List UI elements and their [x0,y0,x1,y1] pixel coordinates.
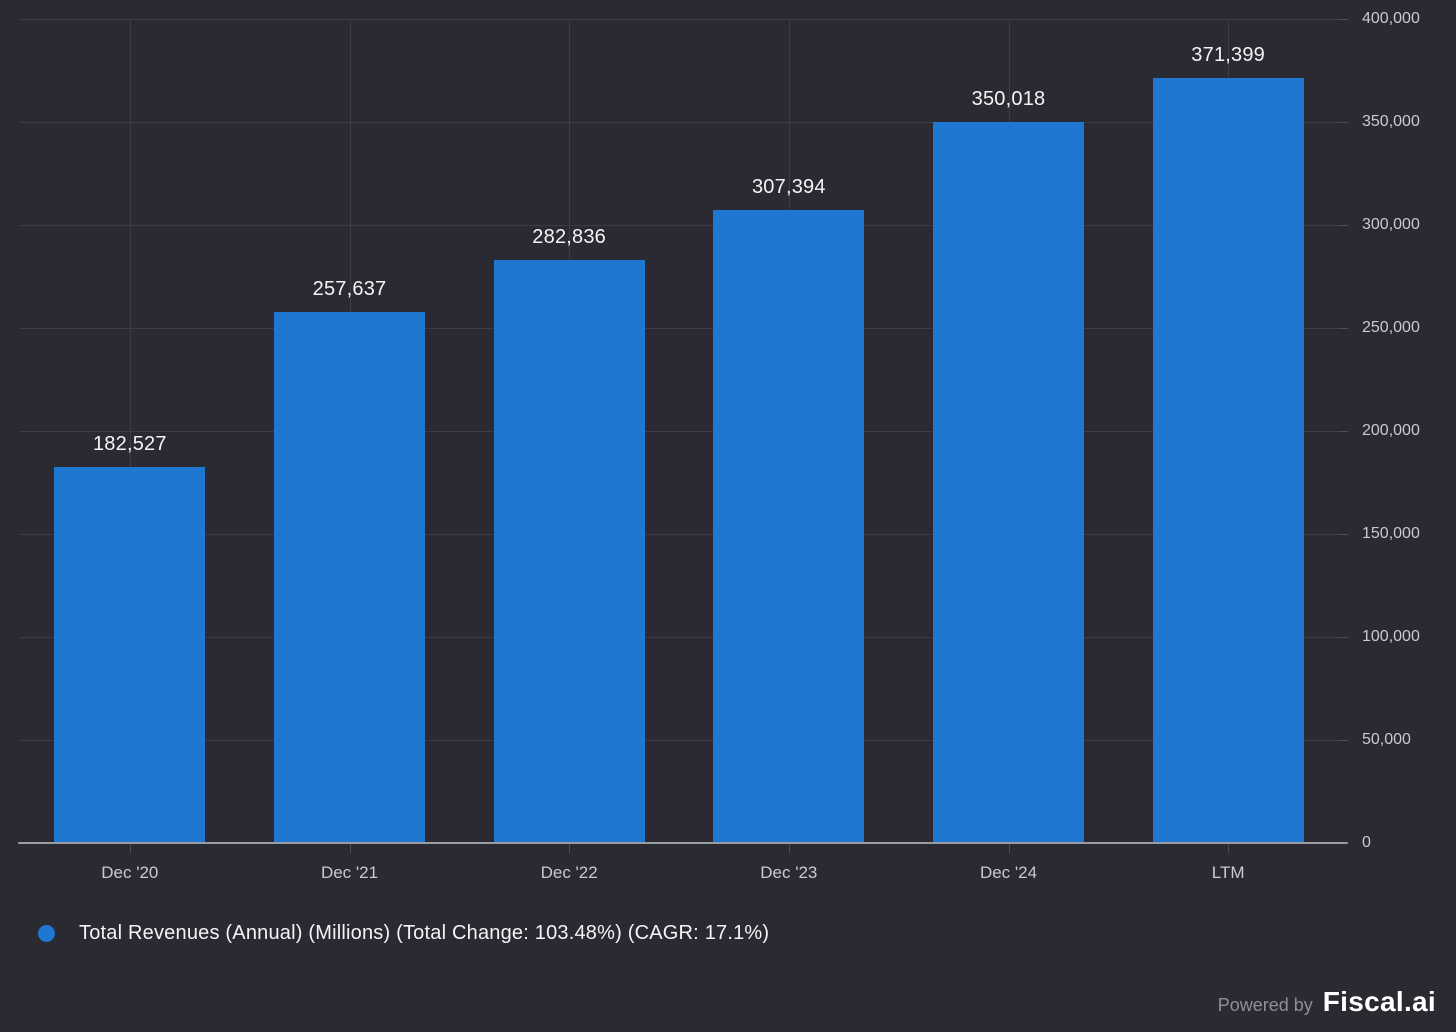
revenue-bar-ltm[interactable] [1152,77,1304,843]
legend-label: Total Revenues (Annual) (Millions) (Tota… [79,921,770,944]
revenue-bar-dec-21[interactable] [274,312,425,843]
x-axis-line [18,842,1348,844]
bar-value-label: 350,018 [971,87,1046,110]
y-axis-label: 200,000 [1362,422,1420,439]
y-axis-label: 150,000 [1362,525,1420,542]
fiscal-ai-logo[interactable]: Fiscal.ai [1322,986,1436,1017]
revenue-bar-dec-24[interactable] [933,121,1084,843]
gridline-horizontal [20,534,1338,535]
gridline-horizontal [20,637,1338,638]
x-axis-tick [1228,844,1230,853]
gridline-horizontal [20,431,1338,432]
powered-by-attribution: Powered by Fiscal.ai [1218,986,1436,1018]
bar-value-label: 282,836 [532,226,606,249]
revenue-bar-dec-22[interactable] [493,260,645,843]
y-axis-tick [1338,740,1348,741]
gridline-horizontal [20,19,1338,20]
x-axis-tick [1008,844,1010,853]
gridline-vertical [129,19,131,843]
legend-item-total-revenues[interactable]: Total Revenues (Annual) (Millions) (Tota… [38,921,769,945]
gridline-horizontal [20,328,1338,329]
x-axis-label: LTM [1211,863,1245,882]
y-axis-tick [1338,431,1348,432]
x-axis-label: Dec '23 [760,863,818,882]
y-axis-tick [1338,534,1348,535]
x-axis-label: Dec '21 [320,863,379,882]
y-axis-tick [1338,225,1348,226]
bar-value-label: 371,399 [1191,43,1265,66]
x-axis-tick [569,844,571,853]
y-axis-tick [1338,328,1348,329]
x-axis-label: Dec '22 [540,863,598,882]
y-axis-tick [1338,122,1348,123]
y-axis-label: 350,000 [1362,113,1420,130]
y-axis-label: 100,000 [1362,628,1420,645]
y-axis-label: 50,000 [1362,731,1411,748]
revenue-bar-dec-23[interactable] [713,209,865,843]
bar-value-label: 182,527 [92,432,167,455]
x-axis-label: Dec '20 [101,863,159,882]
gridline-horizontal [20,122,1338,123]
gridline-horizontal [20,740,1338,741]
powered-by-text: Powered by [1217,995,1313,1015]
bar-value-label: 257,637 [312,278,387,301]
bar-value-label: 307,394 [751,175,826,198]
x-axis-tick [129,844,131,853]
x-axis-tick [788,844,790,853]
x-axis-label: Dec '24 [979,863,1038,882]
y-axis-tick [1338,19,1348,20]
gridline-horizontal [20,225,1338,226]
legend-marker-icon [38,924,55,942]
x-axis-tick [349,844,351,853]
y-axis-label: 0 [1362,834,1371,851]
y-axis-label: 300,000 [1362,216,1420,233]
y-axis-tick [1338,637,1348,638]
revenue-bar-dec-20[interactable] [54,466,206,843]
y-axis-label: 400,000 [1362,10,1420,27]
y-axis-label: 250,000 [1362,319,1420,336]
